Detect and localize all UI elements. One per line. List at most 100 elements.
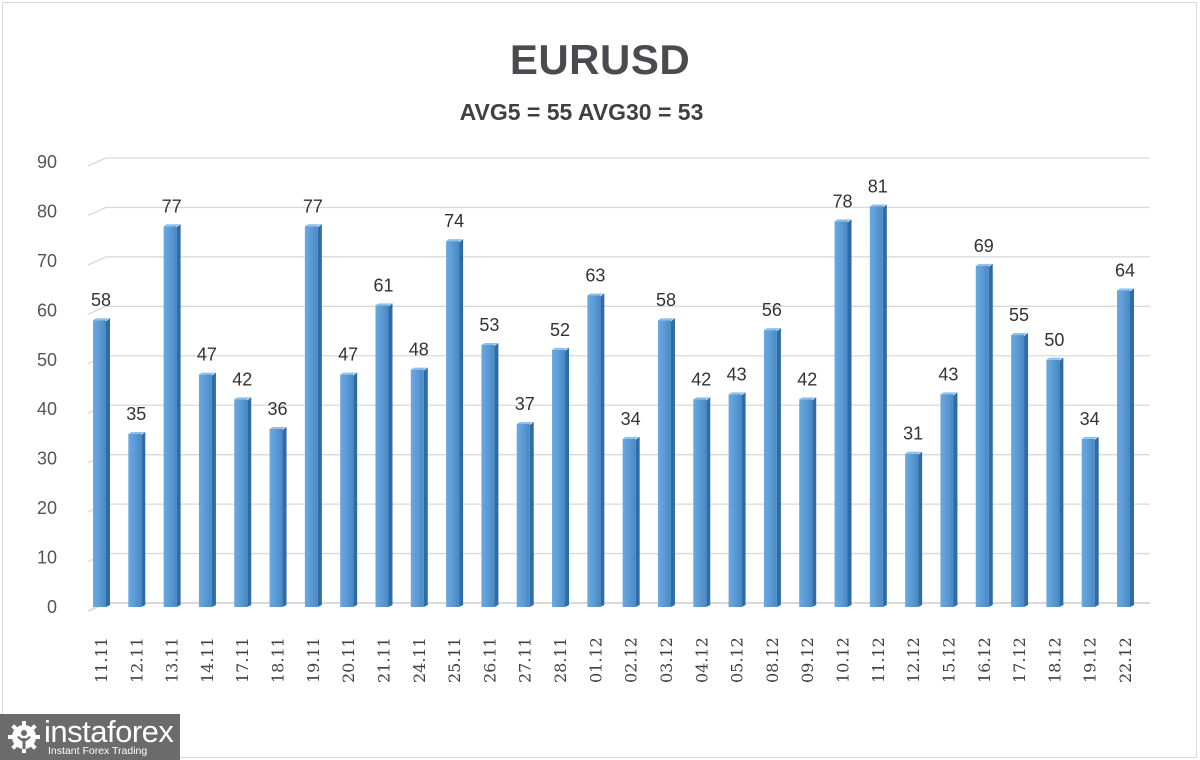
x-tick-label: 03.12 (657, 637, 676, 683)
x-tick-label: 09.12 (798, 637, 817, 683)
bar: 77 (162, 196, 182, 607)
x-tick-label: 01.12 (586, 637, 605, 683)
x-tick-label: 11.12 (869, 637, 888, 683)
x-tick-label: 21.11 (374, 637, 393, 683)
data-label: 61 (373, 275, 393, 295)
data-label: 36 (268, 399, 288, 419)
bar: 37 (515, 394, 535, 607)
data-label: 56 (762, 300, 782, 320)
bar: 43 (727, 364, 747, 607)
bar: 47 (338, 345, 358, 607)
bar: 43 (938, 364, 958, 607)
bar: 31 (903, 424, 923, 607)
x-tick-label: 08.12 (763, 637, 782, 683)
chart-title: EURUSD (509, 36, 691, 83)
bar: 63 (585, 266, 605, 607)
bar: 42 (232, 369, 252, 607)
bar: 81 (868, 177, 888, 607)
x-tick-label: 16.12 (975, 637, 994, 683)
gridline (87, 206, 1150, 217)
x-tick-label: 11.11 (92, 637, 111, 683)
x-tick-label: 26.11 (480, 637, 499, 683)
data-label: 81 (868, 177, 888, 197)
bars: 58 35 77 47 42 36 77 47 61 48 74 53 37 52 63 34 58 42 43 56… (91, 177, 1135, 608)
x-tick-label: 14.11 (198, 637, 217, 683)
y-tick-label: 90 (37, 152, 57, 172)
x-tick-label: 15.12 (939, 637, 958, 683)
data-label: 78 (833, 191, 853, 211)
data-label: 55 (1009, 305, 1029, 325)
data-label: 63 (585, 266, 605, 286)
brand-tagline: Instant Forex Trading (48, 745, 148, 757)
x-tick-label: 18.11 (269, 637, 288, 683)
data-label: 43 (938, 364, 958, 384)
x-tick-label: 12.12 (904, 637, 923, 683)
x-tick-label: 10.12 (834, 637, 853, 683)
bar: 64 (1115, 261, 1135, 607)
data-label: 43 (727, 364, 747, 384)
x-tick-label: 12.11 (127, 637, 146, 683)
x-tick-label: 02.12 (622, 637, 641, 683)
data-label: 47 (197, 345, 217, 365)
bar: 69 (974, 236, 994, 607)
x-tick-label: 18.12 (1045, 637, 1064, 683)
data-label: 37 (515, 394, 535, 414)
x-tick-label: 22.12 (1116, 637, 1135, 683)
data-label: 48 (409, 340, 429, 360)
y-tick-label: 80 (37, 201, 57, 221)
gridline (87, 157, 1150, 167)
data-label: 77 (162, 196, 182, 216)
bar: 35 (126, 404, 146, 607)
x-tick-label: 05.12 (728, 637, 747, 683)
x-tick-label: 20.11 (339, 637, 358, 683)
bar: 58 (91, 290, 111, 607)
bar: 53 (479, 315, 499, 607)
bar: 34 (621, 409, 641, 607)
y-tick-label: 0 (47, 597, 57, 617)
bar: 52 (550, 320, 570, 607)
bar: 42 (797, 369, 817, 607)
bar: 48 (409, 340, 429, 607)
bar: 50 (1044, 330, 1064, 607)
data-label: 58 (91, 290, 111, 310)
gridline (87, 256, 1150, 266)
x-tick-label: 17.12 (1010, 637, 1029, 683)
y-tick-label: 40 (37, 399, 57, 419)
bar: 74 (444, 211, 464, 607)
x-tick-label: 28.11 (551, 637, 570, 683)
data-label: 52 (550, 320, 570, 340)
data-label: 42 (797, 369, 817, 389)
data-label: 53 (479, 315, 499, 335)
data-label: 34 (1080, 409, 1100, 429)
x-tick-label: 24.11 (410, 637, 429, 683)
gridline (87, 305, 1150, 315)
data-label: 64 (1115, 261, 1135, 281)
y-tick-label: 10 (37, 548, 57, 568)
x-tick-label: 27.11 (516, 637, 535, 683)
data-label: 50 (1044, 330, 1064, 350)
data-label: 42 (232, 369, 252, 389)
y-axis: 0 10 20 30 40 50 60 70 80 90 (37, 152, 57, 617)
y-tick-label: 60 (37, 300, 57, 320)
y-tick-label: 50 (37, 350, 57, 370)
data-label: 35 (126, 404, 146, 424)
bar: 34 (1080, 409, 1100, 607)
bar: 42 (691, 369, 711, 607)
bar: 77 (303, 196, 323, 607)
data-label: 77 (303, 196, 323, 216)
y-tick-label: 30 (37, 449, 57, 469)
bar: 55 (1009, 305, 1029, 607)
x-axis: 11.11 12.11 13.11 14.11 17.11 18.11 19.11 20.11… (92, 637, 1135, 683)
data-label: 47 (338, 345, 358, 365)
bar: 56 (762, 300, 782, 607)
x-tick-label: 25.11 (445, 637, 464, 683)
brand-name: instaforex (44, 714, 174, 749)
data-label: 31 (903, 424, 923, 444)
bar: 47 (197, 345, 217, 607)
bar: 61 (373, 275, 393, 607)
bar: 36 (268, 399, 288, 607)
x-tick-label: 19.11 (304, 637, 323, 683)
y-tick-label: 20 (37, 498, 57, 518)
chart-subtitle: AVG5 = 55 AVG30 = 53 (459, 99, 704, 125)
